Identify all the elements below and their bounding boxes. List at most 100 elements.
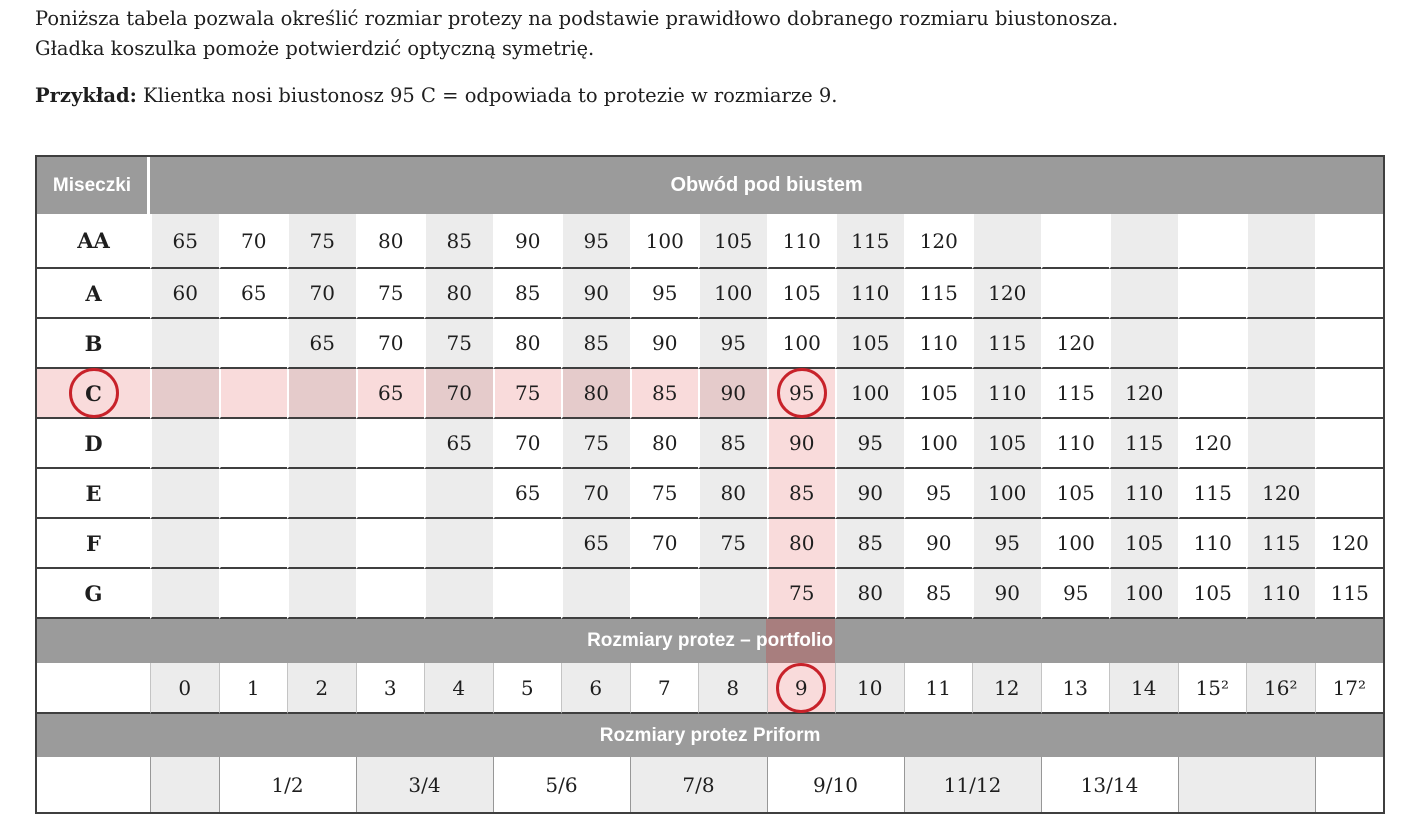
- cell-AA-col15: [1109, 214, 1178, 269]
- cell-B-col8: 90: [629, 319, 698, 369]
- cell-B-col5: 75: [424, 319, 493, 369]
- cell-F-col8: 70: [629, 519, 698, 569]
- priform-section-header: Rozmiary protez Priform: [37, 714, 1384, 757]
- cell-AA-col2: 70: [218, 214, 287, 269]
- cell-value: 90: [583, 281, 609, 305]
- cell-value: 100: [714, 281, 753, 305]
- cell-F-col12: 90: [903, 519, 972, 569]
- cell-G-col4: [355, 569, 424, 619]
- cell-value: 100: [1125, 581, 1164, 605]
- cell-value: 85: [720, 431, 746, 455]
- intro-line-1: Poniższa tabela pozwala określić rozmiar…: [35, 7, 1119, 30]
- cell-value: 1: [246, 675, 260, 700]
- cell-E-col1: [150, 469, 219, 519]
- cell-value: 75: [446, 331, 472, 355]
- cell-value: 70: [446, 381, 472, 405]
- cell-D-col16: 120: [1177, 419, 1246, 469]
- cell-value: 90: [926, 531, 952, 555]
- cell-value: 1/2: [271, 772, 304, 797]
- portfolio-size-11: 11: [903, 663, 972, 714]
- cell-value: 115: [1330, 581, 1369, 605]
- portfolio-size-13: 13: [1040, 663, 1109, 714]
- cell-D-col9: 85: [698, 419, 767, 469]
- cell-B-col13: 115: [972, 319, 1041, 369]
- cell-E-col8: 75: [629, 469, 698, 519]
- cell-value: 3: [383, 675, 397, 700]
- cell-F-col7: 65: [561, 519, 630, 569]
- priform-size-9/10: 9/10: [766, 757, 904, 812]
- cell-E-col18: [1314, 469, 1384, 519]
- portfolio-size-16²: 16²: [1246, 663, 1315, 714]
- cell-G-col16: 105: [1177, 569, 1246, 619]
- cell-E-col2: [218, 469, 287, 519]
- cell-AA-col12: 120: [903, 214, 972, 269]
- cell-value: 120: [988, 281, 1027, 305]
- cell-A-col4: 75: [355, 269, 424, 319]
- cup-row-F: F 65 70 75 80 85 90 95 100 105 110 115 120: [37, 519, 1384, 569]
- cell-C-col18: [1314, 369, 1384, 419]
- cell-value: 85: [652, 381, 678, 405]
- cell-AA-col16: [1177, 214, 1246, 269]
- cell-E-col16: 115: [1177, 469, 1246, 519]
- cell-value: 70: [515, 431, 541, 455]
- cell-value: 17²: [1332, 675, 1367, 700]
- cup-row-A: A 60 65 70 75 80 85 90 95 100 105 110 115 120: [37, 269, 1384, 319]
- portfolio-section-header-label: Rozmiary protez – portfolio: [587, 630, 834, 651]
- cell-AA-col4: 80: [355, 214, 424, 269]
- corner-header-label: Miseczki: [52, 174, 132, 196]
- cell-G-col18: 115: [1314, 569, 1384, 619]
- cup-row-G: G 75 80 85 90 95 100 105 110 115: [37, 569, 1384, 619]
- cell-E-col11: 90: [835, 469, 904, 519]
- cell-G-col6: [492, 569, 561, 619]
- priform-size-13/14: 13/14: [1040, 757, 1178, 812]
- cell-D-col15: 115: [1109, 419, 1178, 469]
- cell-value: 110: [1262, 581, 1301, 605]
- cell-F-col2: [218, 519, 287, 569]
- cell-E-col14: 105: [1040, 469, 1109, 519]
- cell-F-col5: [424, 519, 493, 569]
- cell-value: 75: [652, 481, 678, 505]
- cell-A-col12: 115: [903, 269, 972, 319]
- cell-D-col10: 90: [766, 419, 835, 469]
- cell-A-col15: [1109, 269, 1178, 319]
- cell-value: 90: [720, 381, 746, 405]
- cell-B-col16: [1177, 319, 1246, 369]
- row-label-text: F: [86, 530, 101, 556]
- cell-C-col14: 115: [1040, 369, 1109, 419]
- cell-value: 75: [378, 281, 404, 305]
- cell-value: 95: [857, 431, 883, 455]
- cell-value: 65: [172, 228, 198, 253]
- cell-D-col1: [150, 419, 219, 469]
- cell-C-col2: [218, 369, 287, 419]
- row-label-G: G: [37, 569, 150, 619]
- cell-B-col2: [218, 319, 287, 369]
- cup-row-C: C 65 70 75 80 85 90 95 100 105 110 115 120: [37, 368, 1384, 419]
- cell-value: 90: [857, 481, 883, 505]
- priform-size-1/2: 1/2: [218, 757, 356, 812]
- priform-size-3/4: 3/4: [355, 757, 493, 812]
- cell-F-col18: 120: [1314, 519, 1384, 569]
- cell-F-col6: [492, 519, 561, 569]
- cell-value: 75: [583, 431, 609, 455]
- cell-C-col1: [150, 369, 219, 419]
- row-label-text: B: [84, 330, 103, 356]
- band-header-label: Obwód pod biustem: [670, 174, 863, 196]
- cell-value: 65: [309, 331, 335, 355]
- cell-C-col3: [287, 369, 356, 419]
- cell-value: 90: [515, 228, 541, 253]
- cell-G-col10: 75: [766, 569, 835, 619]
- portfolio-size-6: 6: [561, 663, 630, 714]
- cell-value: 120: [1056, 331, 1095, 355]
- cell-value: 60: [172, 281, 198, 305]
- cell-value: 85: [446, 228, 472, 253]
- cell-A-col17: [1246, 269, 1315, 319]
- portfolio-size-5: 5: [492, 663, 561, 714]
- cell-B-col9: 95: [698, 319, 767, 369]
- portfolio-size-12: 12: [972, 663, 1041, 714]
- cell-G-col8: [629, 569, 698, 619]
- cell-value: 110: [988, 381, 1027, 405]
- cell-value: 4: [452, 675, 466, 700]
- cell-G-col3: [287, 569, 356, 619]
- cup-matrix-header-row: Miseczki Obwód pod biustem: [37, 157, 1384, 214]
- row-label-text: D: [84, 430, 103, 456]
